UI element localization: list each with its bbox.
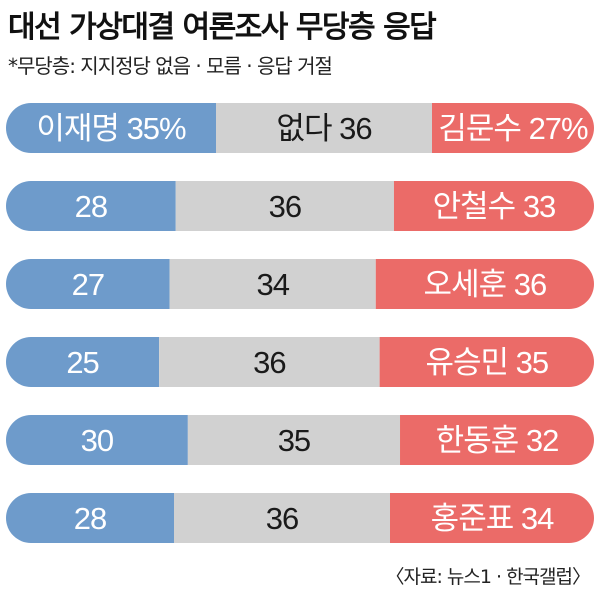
bar-label-right: 김문수 27% <box>438 111 588 146</box>
source-note: 〈자료: 뉴스1 · 한국갤럽〉 <box>385 566 591 588</box>
bar-segment-middle <box>169 259 376 309</box>
bar-label-left: 이재명 35% <box>36 111 186 146</box>
bar-segment-right <box>432 103 594 153</box>
bar-segment-middle <box>159 337 380 387</box>
bar-segment-right <box>390 493 594 543</box>
bar-row-6: 28 36 홍준표 34 <box>6 493 594 543</box>
bar-segment-right <box>379 337 594 387</box>
bar-label-middle: 36 <box>269 189 301 224</box>
bar-label-right: 오세훈 36 <box>424 267 547 302</box>
bar-label-left: 28 <box>74 501 106 536</box>
bar-segment-right <box>393 181 594 231</box>
bar-segment-left <box>6 103 216 153</box>
chart-subtitle: *무당층: 지지정당 없음 · 모름 · 응답 거절 <box>8 54 333 78</box>
bar-label-left: 28 <box>75 189 107 224</box>
bar-label-left: 27 <box>72 267 104 302</box>
bar-label-middle: 35 <box>278 423 310 458</box>
bar-segment-left <box>6 493 174 543</box>
bar-segment-middle <box>187 415 401 465</box>
bar-label-middle: 34 <box>256 267 289 302</box>
bar-label-right: 안철수 33 <box>433 189 556 224</box>
bar-segment-left <box>6 415 188 465</box>
bar-segment-middle <box>175 181 394 231</box>
bar-row-4: 25 36 유승민 35 <box>6 337 594 387</box>
bar-segment-right <box>400 415 594 465</box>
bar-segment-left <box>6 337 160 387</box>
bar-label-right: 홍준표 34 <box>431 501 554 536</box>
bar-segment-left <box>6 181 176 231</box>
bar-label-middle: 36 <box>266 501 298 536</box>
bar-segment-left <box>6 259 170 309</box>
bar-row-5: 30 35 한동훈 32 <box>6 415 594 465</box>
bar-label-middle: 36 <box>253 345 285 380</box>
bar-row-2: 28 36 안철수 33 <box>6 181 594 231</box>
bar-label-left: 30 <box>81 423 114 458</box>
bar-label-right: 유승민 35 <box>425 345 548 380</box>
bar-row-3: 27 34 오세훈 36 <box>6 259 594 309</box>
chart-title: 대선 가상대결 여론조사 무당층 응답 <box>8 10 437 45</box>
bar-segment-middle <box>216 103 432 153</box>
bar-segment-right <box>375 259 594 309</box>
bar-row-1: 이재명 35% 없다 36 김문수 27% <box>6 103 594 153</box>
bar-label-left: 25 <box>66 345 98 380</box>
bar-label-right: 한동훈 32 <box>436 423 559 458</box>
bar-label-middle: 없다 36 <box>276 111 371 146</box>
bar-segment-middle <box>174 493 390 543</box>
